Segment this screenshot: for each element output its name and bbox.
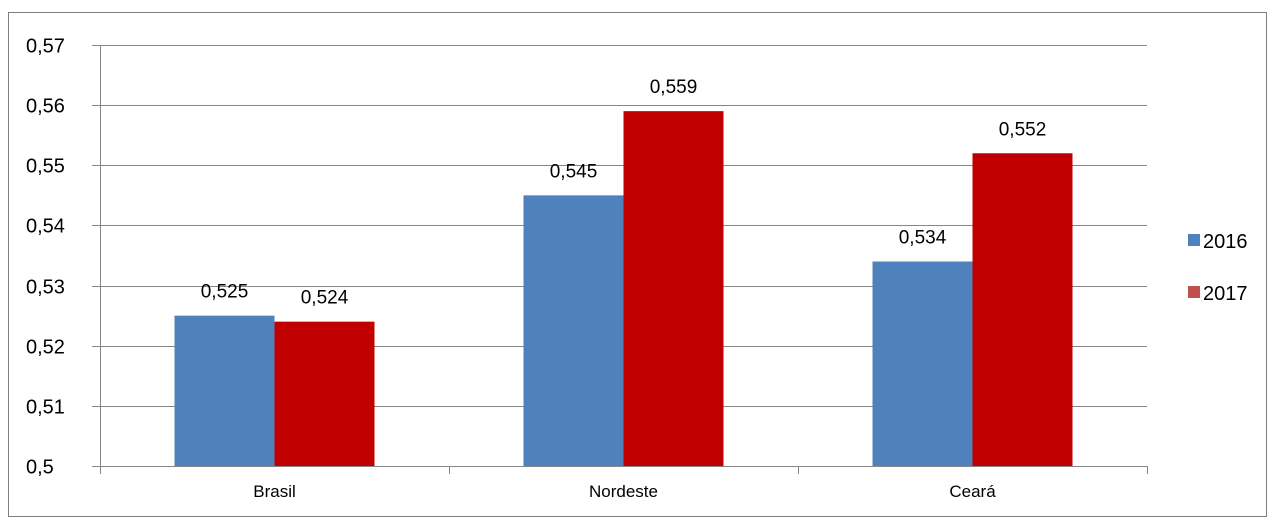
y-tick-label: 0,52 [26, 337, 65, 359]
y-tick-label: 0,51 [26, 397, 65, 419]
data-label: 0,534 [899, 228, 947, 249]
y-tick-label: 0,54 [26, 216, 65, 238]
y-tick-label: 0,55 [26, 156, 65, 178]
data-label: 0,545 [550, 161, 598, 182]
legend-swatch [1188, 286, 1200, 298]
bar [274, 321, 375, 466]
legend-label: 2017 [1203, 283, 1248, 305]
x-tick-label: Brasil [253, 482, 296, 501]
legend-label: 2016 [1203, 231, 1248, 253]
data-label: 0,552 [999, 119, 1047, 140]
data-label: 0,559 [650, 77, 698, 98]
bar [174, 315, 275, 466]
y-tick-label: 0,53 [26, 277, 65, 299]
x-tick-label: Ceará [949, 482, 996, 501]
y-tick-label: 0,57 [26, 36, 65, 58]
bar [972, 153, 1073, 466]
bar [623, 111, 724, 467]
bar [523, 195, 624, 466]
x-tick-label: Nordeste [589, 482, 658, 501]
y-tick-label: 0,56 [26, 96, 65, 118]
y-tick-label: 0,5 [26, 457, 54, 479]
data-label: 0,524 [301, 288, 349, 309]
legend-swatch [1188, 234, 1200, 246]
data-label: 0,525 [201, 282, 249, 303]
bar [872, 261, 973, 466]
